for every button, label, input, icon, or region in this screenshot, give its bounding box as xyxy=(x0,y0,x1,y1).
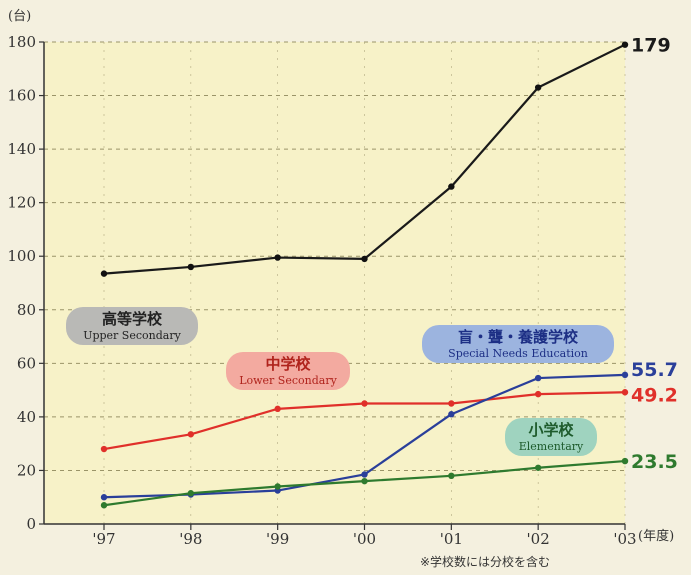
data-point-3-1 xyxy=(187,490,195,497)
y-tick-label-80: 80 xyxy=(17,301,36,319)
end-label-0: 179 xyxy=(631,35,671,57)
data-point-0-5 xyxy=(534,84,542,91)
data-point-1-0 xyxy=(100,445,108,453)
x-tick-label-4: '01 xyxy=(440,530,463,548)
data-point-0-4 xyxy=(448,183,455,190)
series-name-0: 高等学校 xyxy=(102,310,163,328)
series-name-en-1: Lower Secondary xyxy=(239,374,337,387)
end-label-3: 23.5 xyxy=(631,451,678,473)
data-point-2-0 xyxy=(100,494,108,501)
data-point-3-0 xyxy=(100,502,108,509)
data-point-1-5 xyxy=(534,390,542,398)
data-point-3-2 xyxy=(274,483,281,490)
data-point-0-3 xyxy=(361,255,368,263)
footnote: ※学校数には分校を含む xyxy=(420,554,550,569)
series-name-3: 小学校 xyxy=(528,421,574,439)
y-tick-label-140: 140 xyxy=(7,140,36,158)
data-point-1-1 xyxy=(187,431,195,438)
y-tick-label-60: 60 xyxy=(17,354,36,372)
series-label-box-3 xyxy=(505,418,597,456)
y-tick-label-180: 180 xyxy=(7,33,36,51)
x-tick-label-5: '02 xyxy=(527,530,550,548)
data-point-0-6 xyxy=(621,41,629,48)
x-tick-label-1: '98 xyxy=(179,530,202,548)
data-point-3-3 xyxy=(361,477,368,485)
data-point-3-6 xyxy=(621,457,629,465)
data-point-0-1 xyxy=(187,263,195,271)
y-tick-label-160: 160 xyxy=(7,87,36,105)
data-point-2-5 xyxy=(534,374,542,382)
data-point-0-0 xyxy=(100,270,108,277)
x-tick-label-2: '99 xyxy=(266,530,289,548)
end-label-2: 55.7 xyxy=(631,359,678,381)
x-tick-label-6: '03 xyxy=(613,530,636,548)
series-label-box-1 xyxy=(226,352,350,390)
data-point-1-4 xyxy=(448,400,455,407)
data-point-2-3 xyxy=(361,471,368,478)
series-name-1: 中学校 xyxy=(265,355,311,373)
series-name-2: 盲・聾・養護学校 xyxy=(458,328,579,346)
x-tick-label-0: '97 xyxy=(92,530,115,548)
x-tick-label-3: '00 xyxy=(353,530,376,548)
data-point-3-5 xyxy=(534,464,542,471)
series-lines: 179 49.2 55.7 23.5 xyxy=(100,35,678,509)
x-tick-labels: '97 '98 '99 '00 '01 '02 '03 xyxy=(92,524,637,548)
data-point-3-4 xyxy=(448,472,455,479)
y-unit-label: (台) xyxy=(8,9,31,24)
data-point-1-3 xyxy=(361,400,368,407)
series-name-en-2: Special Needs Education xyxy=(448,347,588,360)
data-point-1-6 xyxy=(621,389,629,396)
series-label-box-0 xyxy=(66,307,198,345)
gridlines xyxy=(39,41,626,525)
end-label-1: 49.2 xyxy=(631,384,678,406)
data-point-2-4 xyxy=(448,411,455,418)
y-tick-labels: 0 20 40 60 80 100 120 140 160 180 xyxy=(7,33,36,533)
data-point-1-2 xyxy=(274,405,281,413)
series-name-en-0: Upper Secondary xyxy=(83,329,181,342)
x-unit-label: (年度) xyxy=(638,528,674,544)
y-tick-label-120: 120 xyxy=(7,194,36,212)
data-point-0-2 xyxy=(274,254,281,261)
y-tick-label-100: 100 xyxy=(7,247,36,265)
series-name-en-3: Elementary xyxy=(519,440,584,453)
y-tick-label-20: 20 xyxy=(17,461,36,479)
data-point-2-6 xyxy=(621,371,629,379)
series-label-box-2 xyxy=(422,325,614,363)
y-tick-label-40: 40 xyxy=(17,408,36,426)
y-tick-label-0: 0 xyxy=(26,515,36,533)
